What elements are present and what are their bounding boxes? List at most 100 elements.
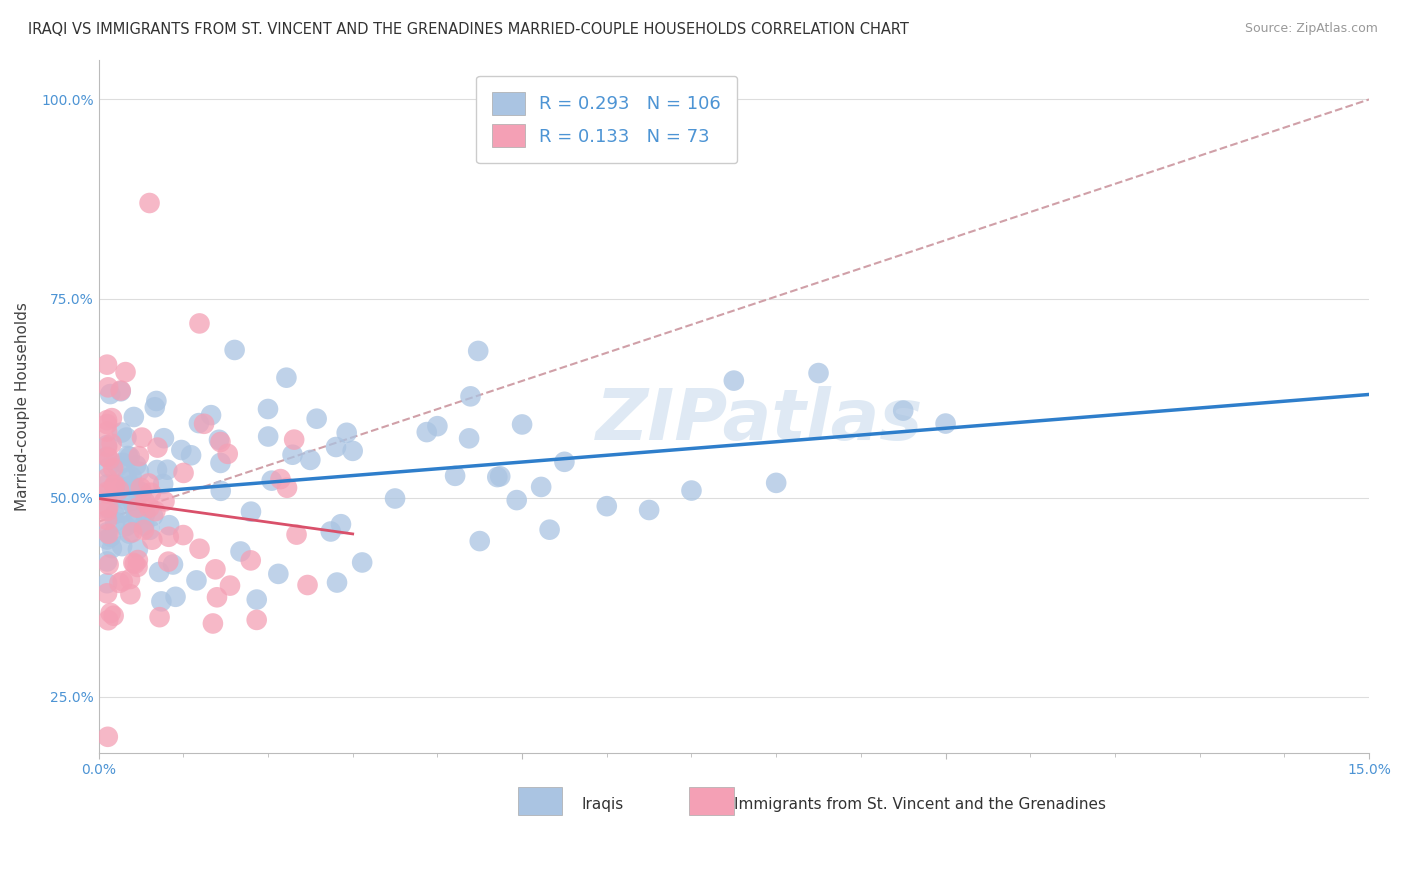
Point bbox=[193, 417, 215, 431]
Point bbox=[468, 534, 491, 549]
Point bbox=[105, 459, 128, 474]
Point bbox=[115, 471, 138, 485]
Point bbox=[124, 557, 146, 571]
Point bbox=[96, 425, 118, 439]
Point bbox=[209, 483, 232, 498]
Point bbox=[416, 425, 439, 439]
Point bbox=[723, 374, 745, 388]
Point bbox=[129, 481, 152, 495]
Point bbox=[157, 555, 180, 569]
Point bbox=[188, 541, 211, 556]
Point bbox=[285, 527, 308, 541]
Point bbox=[165, 590, 187, 604]
Point bbox=[120, 587, 142, 601]
Point bbox=[127, 560, 149, 574]
Point bbox=[110, 384, 132, 399]
Point bbox=[239, 505, 262, 519]
Point bbox=[103, 479, 125, 493]
Point bbox=[149, 610, 172, 624]
Point bbox=[128, 465, 150, 479]
Point bbox=[125, 482, 148, 496]
Point bbox=[352, 556, 374, 570]
Point bbox=[186, 574, 208, 588]
Point bbox=[807, 366, 830, 380]
Point bbox=[209, 435, 232, 450]
Point bbox=[330, 517, 353, 532]
Point bbox=[98, 452, 121, 467]
Point bbox=[122, 499, 145, 513]
Point bbox=[101, 541, 124, 556]
Text: Immigrants from St. Vincent and the Grenadines: Immigrants from St. Vincent and the Gren… bbox=[734, 797, 1107, 813]
Point bbox=[143, 401, 166, 415]
Point bbox=[110, 384, 132, 398]
Point bbox=[96, 358, 118, 372]
Text: Iraqis: Iraqis bbox=[581, 797, 624, 813]
Text: ZIPatlas: ZIPatlas bbox=[596, 385, 922, 455]
Point bbox=[180, 448, 202, 462]
Point bbox=[132, 523, 155, 537]
Point bbox=[141, 533, 163, 547]
Point bbox=[138, 476, 160, 491]
Point bbox=[111, 456, 134, 470]
Point bbox=[319, 524, 342, 539]
Point bbox=[131, 431, 153, 445]
Point bbox=[138, 523, 160, 537]
Point bbox=[153, 431, 176, 445]
Point bbox=[638, 503, 661, 517]
Text: Source: ZipAtlas.com: Source: ZipAtlas.com bbox=[1244, 22, 1378, 36]
Point bbox=[444, 468, 467, 483]
Point bbox=[891, 403, 914, 417]
Point bbox=[96, 586, 118, 600]
Point bbox=[188, 317, 211, 331]
Point bbox=[100, 530, 122, 544]
Point bbox=[122, 409, 145, 424]
Point bbox=[98, 387, 121, 401]
Point bbox=[121, 470, 143, 484]
Point bbox=[201, 616, 224, 631]
Point bbox=[96, 417, 118, 431]
Point bbox=[460, 389, 482, 403]
Point bbox=[117, 449, 139, 463]
Point bbox=[187, 416, 209, 430]
Point bbox=[97, 500, 120, 515]
Point bbox=[96, 484, 118, 499]
Point bbox=[269, 472, 291, 486]
Point bbox=[111, 574, 134, 589]
Point bbox=[297, 578, 319, 592]
Point bbox=[276, 481, 298, 495]
Point bbox=[326, 575, 349, 590]
Point bbox=[128, 449, 150, 463]
Point bbox=[101, 461, 124, 475]
Point bbox=[118, 491, 141, 506]
Point bbox=[134, 507, 156, 521]
Point bbox=[283, 433, 305, 447]
Point bbox=[96, 450, 118, 464]
Point bbox=[935, 417, 957, 431]
Y-axis label: Married-couple Households: Married-couple Households bbox=[15, 301, 30, 510]
Point bbox=[96, 525, 118, 540]
Point bbox=[120, 478, 142, 492]
Point bbox=[96, 504, 118, 518]
Point bbox=[96, 450, 118, 464]
Point bbox=[200, 408, 222, 422]
Bar bbox=[689, 788, 734, 815]
Point bbox=[96, 413, 118, 427]
Point bbox=[152, 477, 174, 491]
Point bbox=[97, 526, 120, 541]
Point bbox=[162, 558, 184, 572]
Point bbox=[246, 592, 269, 607]
Point bbox=[553, 455, 575, 469]
Point bbox=[596, 499, 619, 513]
Point bbox=[157, 518, 180, 533]
Point bbox=[336, 425, 359, 440]
Point bbox=[122, 556, 145, 570]
Point bbox=[150, 594, 173, 608]
Point bbox=[97, 380, 120, 394]
Point bbox=[97, 613, 120, 627]
Point bbox=[209, 456, 232, 470]
Point bbox=[145, 504, 167, 518]
Point bbox=[122, 515, 145, 529]
Point bbox=[257, 429, 280, 443]
Point bbox=[142, 508, 165, 523]
Point bbox=[219, 579, 242, 593]
